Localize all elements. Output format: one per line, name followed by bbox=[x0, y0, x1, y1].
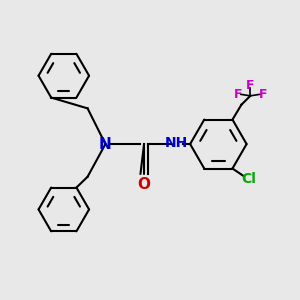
Text: F: F bbox=[246, 79, 255, 92]
Text: N: N bbox=[99, 136, 112, 152]
Text: NH: NH bbox=[165, 136, 188, 150]
Text: F: F bbox=[234, 88, 242, 101]
Text: F: F bbox=[259, 88, 267, 101]
Text: Cl: Cl bbox=[242, 172, 256, 186]
Text: O: O bbox=[138, 177, 151, 192]
